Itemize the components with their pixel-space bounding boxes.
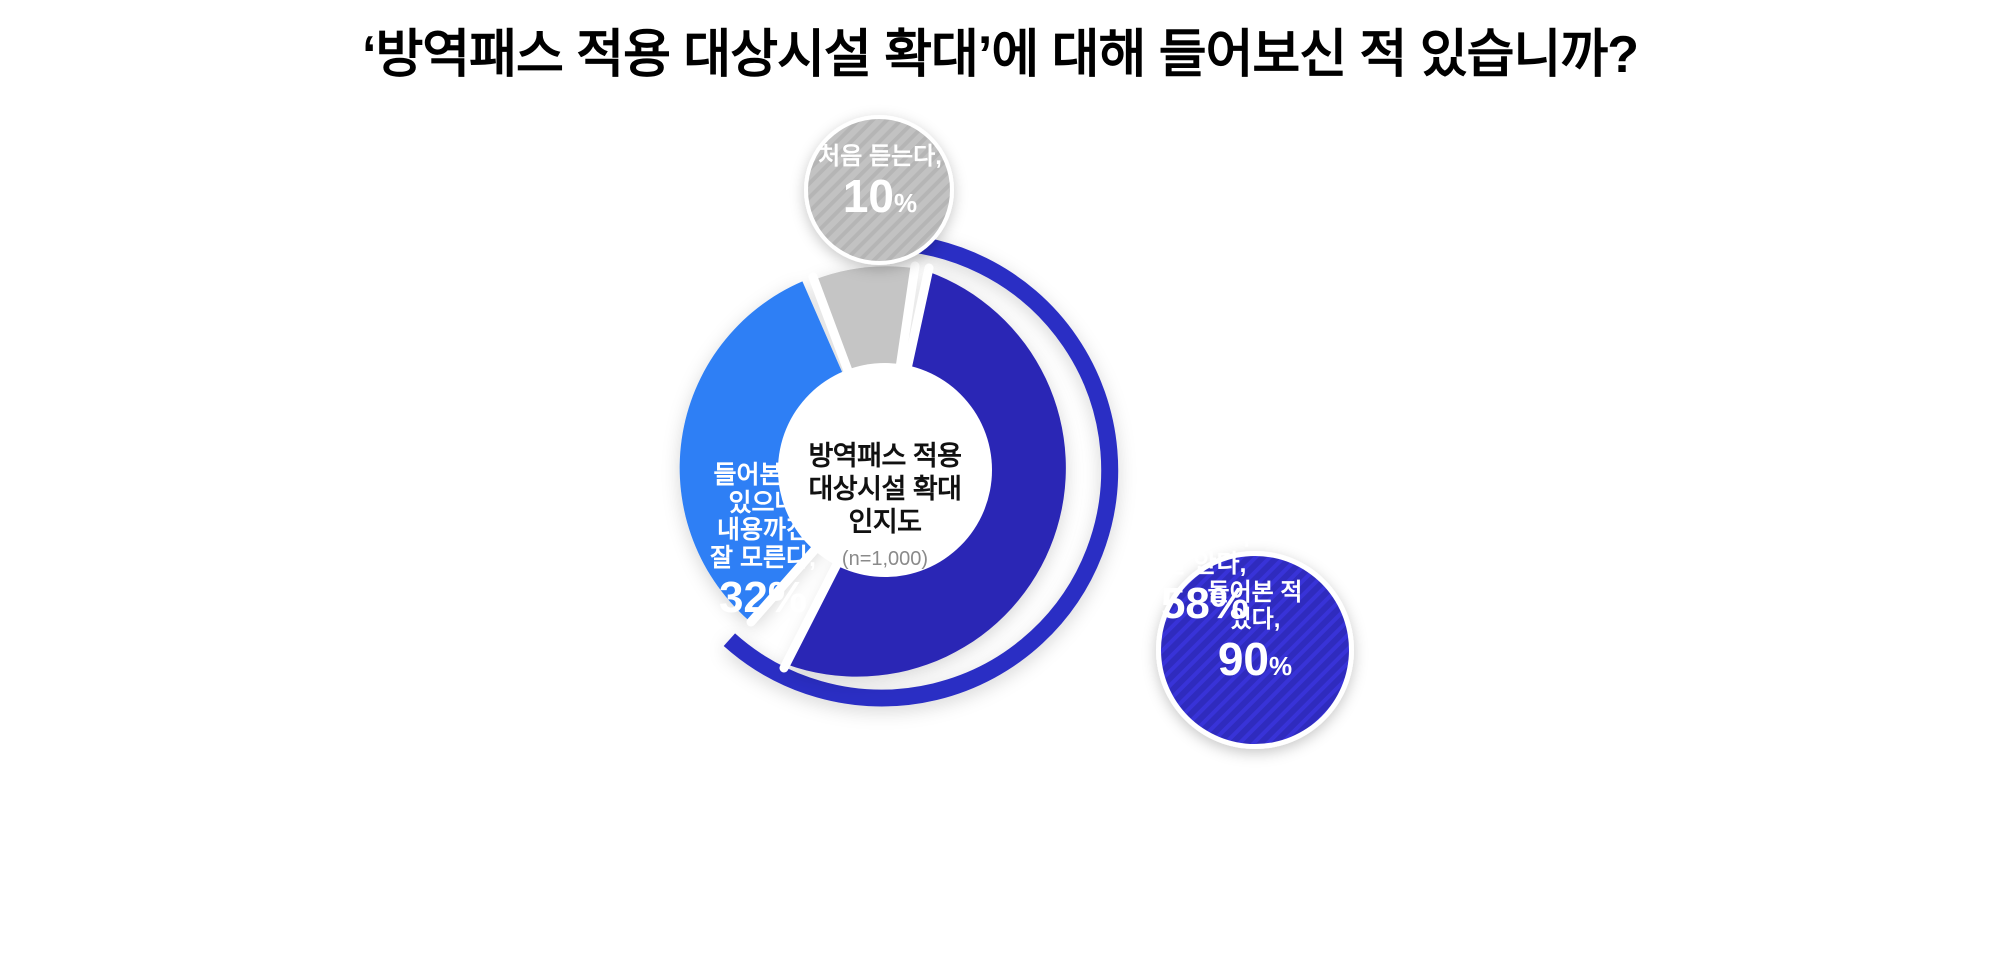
bubble-first-time <box>804 115 954 265</box>
page-title: ‘방역패스 적용 대상시설 확대’에 대해 들어보신 적 있습니까? <box>362 26 1639 84</box>
outer-aggregate-ring <box>723 233 1119 707</box>
bubble-heard-total <box>1156 551 1354 749</box>
donut-hole <box>778 363 992 577</box>
